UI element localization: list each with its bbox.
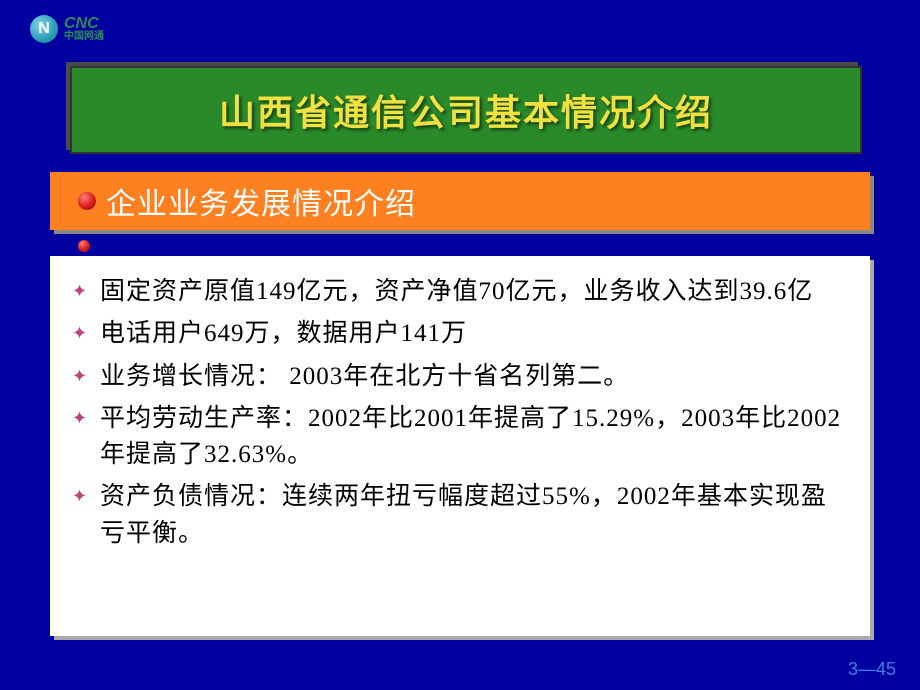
list-item-text: 固定资产原值149亿元，资产净值70亿元，业务收入达到39.6亿 — [100, 274, 813, 310]
logo-area: CNC 中国网通 — [30, 15, 104, 43]
small-bullet-icon — [78, 240, 90, 252]
star-bullet-icon — [72, 282, 88, 298]
star-bullet-icon — [72, 487, 88, 503]
logo-brand-en: CNC — [64, 16, 104, 32]
subtitle-box: 企业业务发展情况介绍 — [50, 172, 870, 230]
list-item-text: 电话用户649万，数据用户141万 — [100, 316, 467, 352]
red-bullet-icon — [78, 192, 96, 210]
list-item: 固定资产原值149亿元，资产净值70亿元，业务收入达到39.6亿 — [72, 274, 848, 310]
star-bullet-icon — [72, 409, 88, 425]
list-item: 资产负债情况：连续两年扭亏幅度超过55%，2002年基本实现盈亏平衡。 — [72, 479, 848, 552]
slide-subtitle: 企业业务发展情况介绍 — [106, 179, 416, 223]
cnc-logo-icon — [30, 15, 58, 43]
list-item-text: 资产负债情况：连续两年扭亏幅度超过55%，2002年基本实现盈亏平衡。 — [100, 479, 848, 552]
content-box: 固定资产原值149亿元，资产净值70亿元，业务收入达到39.6亿 电话用户649… — [50, 256, 870, 636]
star-bullet-icon — [72, 324, 88, 340]
list-item-text: 业务增长情况： 2003年在北方十省名列第二。 — [100, 359, 629, 395]
list-item: 平均劳动生产率：2002年比2001年提高了15.29%，2003年比2002年… — [72, 401, 848, 474]
list-item: 电话用户649万，数据用户141万 — [72, 316, 848, 352]
list-item: 业务增长情况： 2003年在北方十省名列第二。 — [72, 359, 848, 395]
page-number: 3—45 — [848, 659, 896, 680]
logo-brand-cn: 中国网通 — [64, 32, 104, 42]
star-bullet-icon — [72, 367, 88, 383]
title-box: 山西省通信公司基本情况介绍 — [70, 66, 862, 154]
logo-text-block: CNC 中国网通 — [64, 16, 104, 42]
slide-title: 山西省通信公司基本情况介绍 — [219, 84, 713, 136]
list-item-text: 平均劳动生产率：2002年比2001年提高了15.29%，2003年比2002年… — [100, 401, 848, 474]
